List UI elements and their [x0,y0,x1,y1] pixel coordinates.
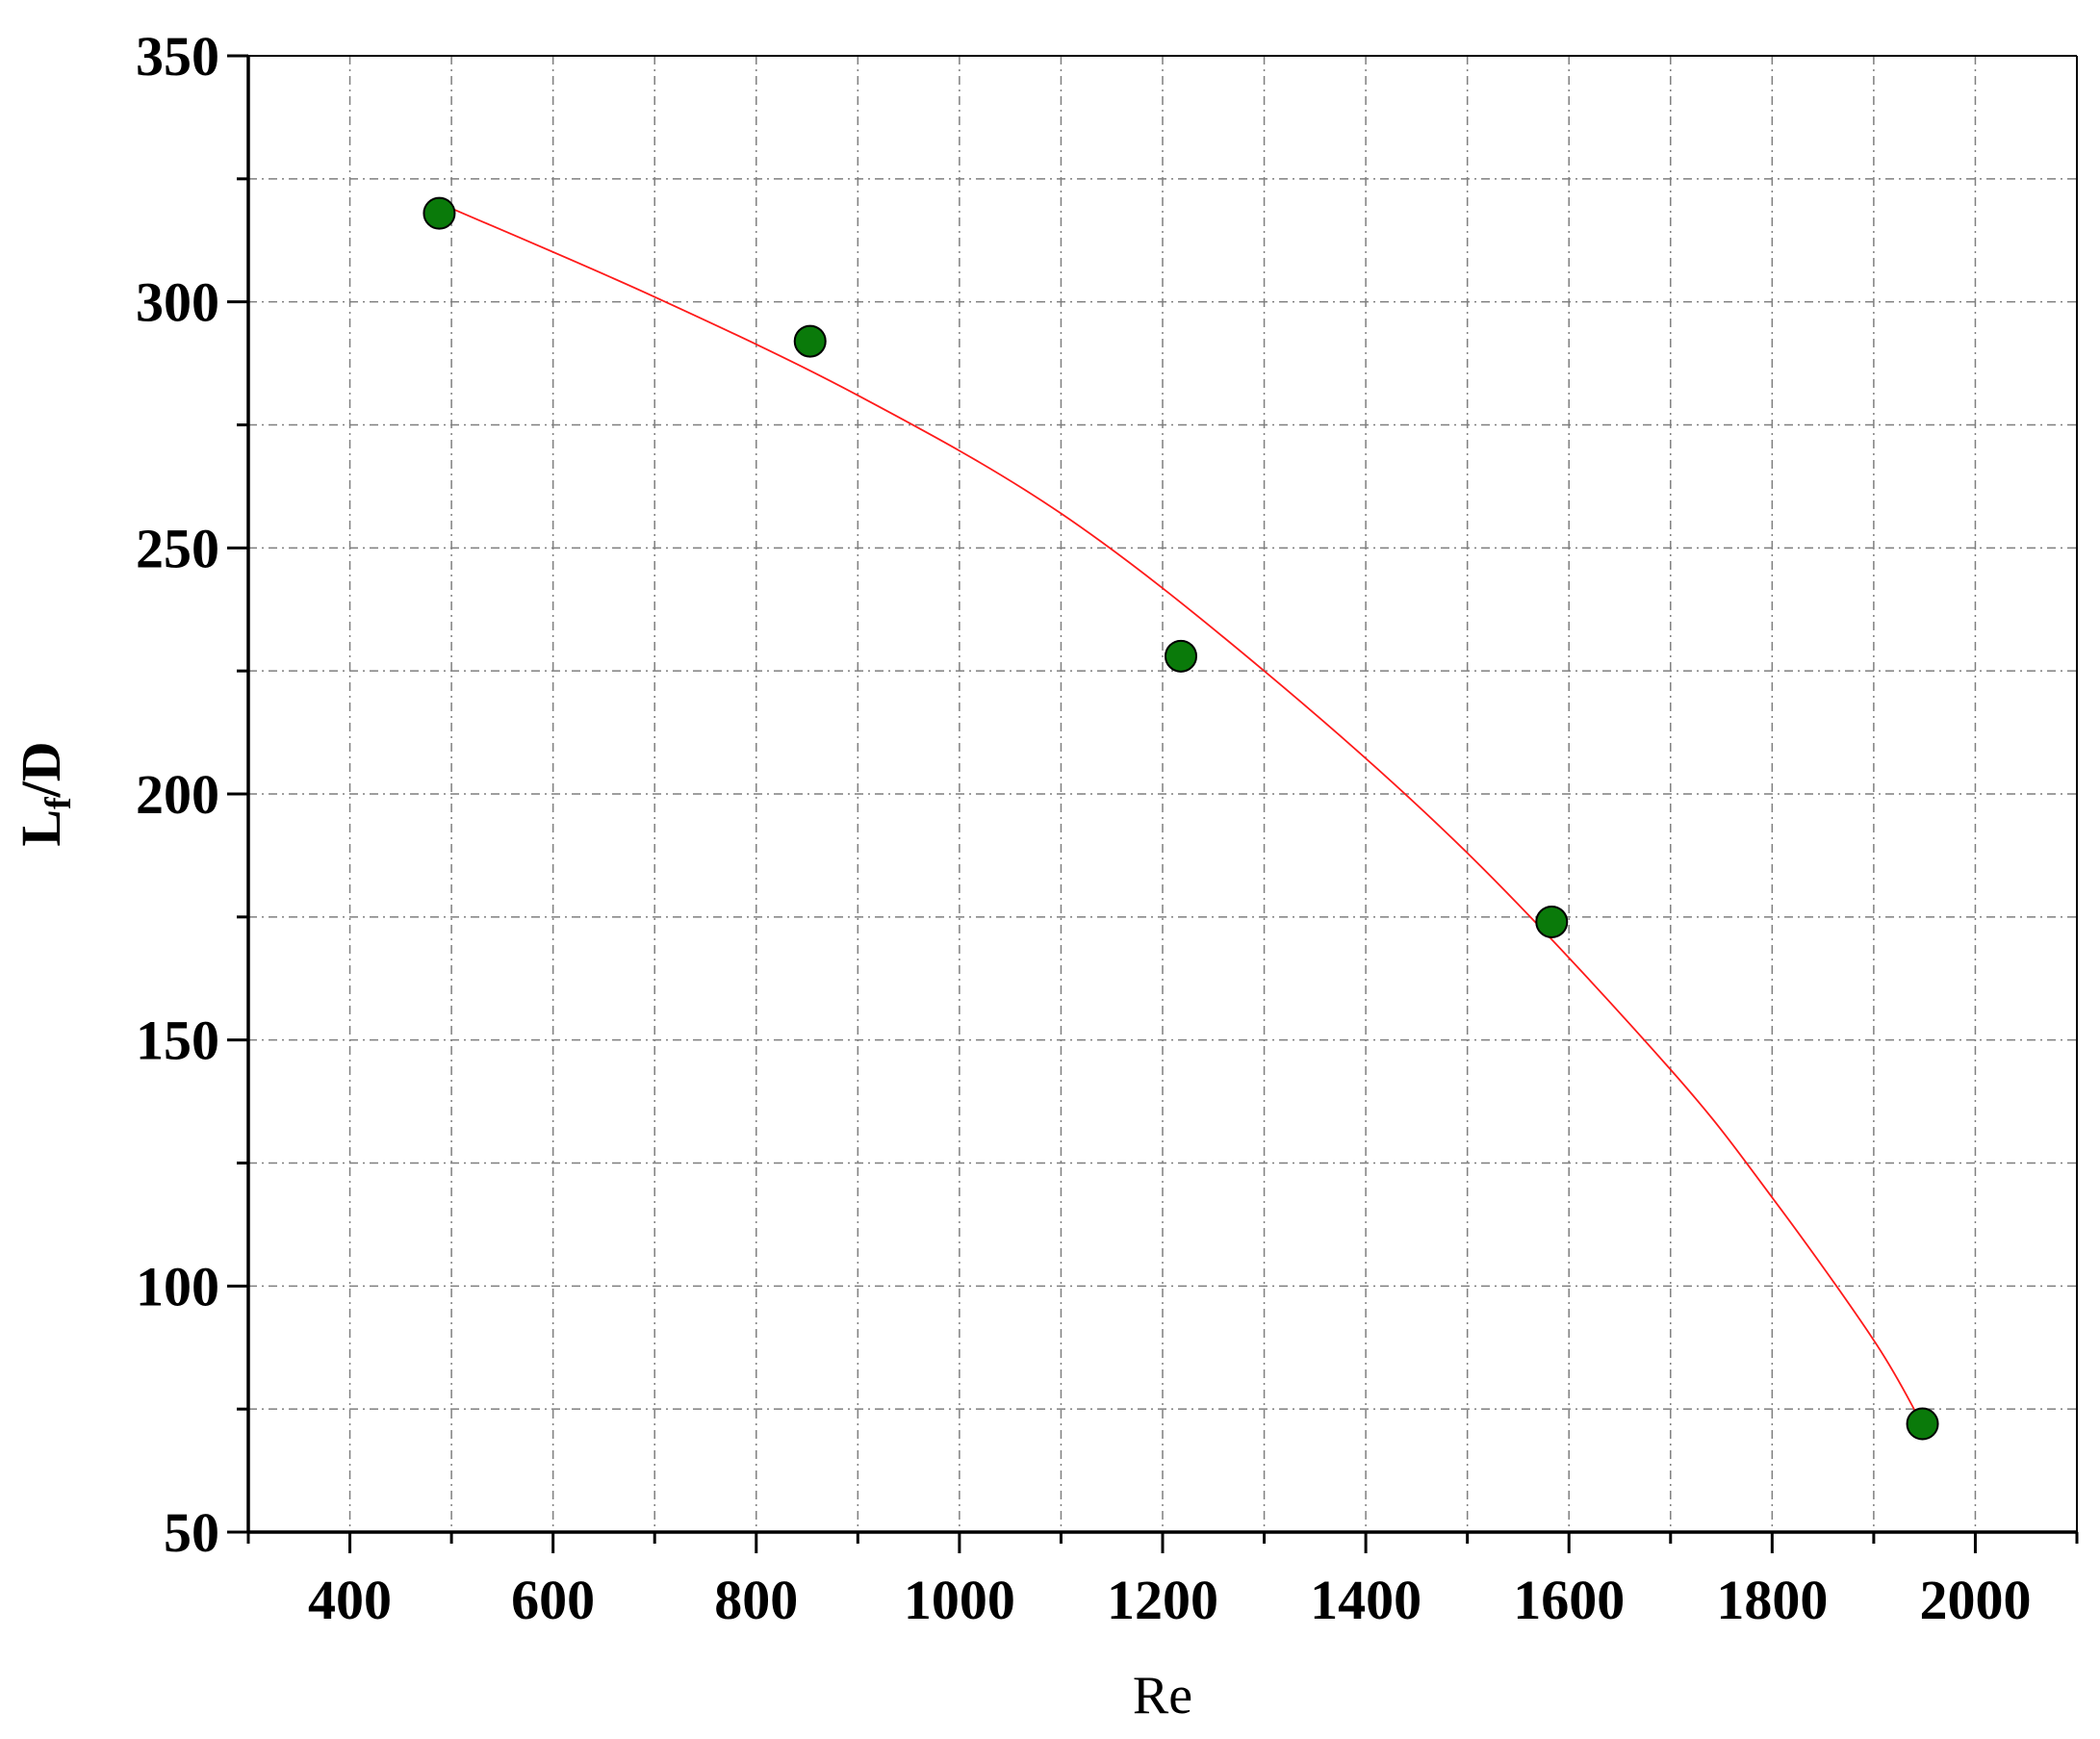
data-point [793,324,827,358]
y-tick-label: 300 [136,271,219,334]
y-axis-title-subscript: f [38,796,79,809]
y-tick-label: 350 [136,25,219,88]
fit-curve-layer [450,207,1921,1419]
y-axis-title-main: L [10,809,72,847]
data-point [1165,639,1197,673]
x-tick-label: 600 [511,1569,595,1631]
x-tick-label: 1400 [1310,1569,1421,1631]
y-tick-label: 50 [164,1501,219,1564]
grid [248,56,2077,1532]
x-tick-label: 1800 [1716,1569,1828,1631]
y-tick-label: 200 [136,763,219,826]
data-point [423,196,456,230]
tick-labels: 400 600 800 1000 1200 1400 1600 1800 2000 50 100 15… [136,25,2031,1631]
data-point [1535,905,1569,938]
x-tick-label: 400 [308,1569,392,1631]
data-point [1906,1407,1939,1441]
x-tick-label: 800 [714,1569,798,1631]
data-points [423,196,1939,1441]
x-axis-title: Re [1133,1666,1192,1726]
y-tick-label: 150 [136,1010,219,1072]
x-tick-label: 1600 [1513,1569,1625,1631]
y-tick-label: 100 [136,1255,219,1317]
y-axis-title: Lf/D [10,741,79,846]
y-tick-label: 250 [136,517,219,579]
x-tick-label: 1000 [904,1569,1015,1631]
axes [227,54,2079,1553]
x-tick-label: 1200 [1107,1569,1218,1631]
fit-curve [450,207,1921,1419]
x-tick-label: 2000 [1919,1569,2031,1631]
y-axis-title-rest: /D [10,741,72,798]
